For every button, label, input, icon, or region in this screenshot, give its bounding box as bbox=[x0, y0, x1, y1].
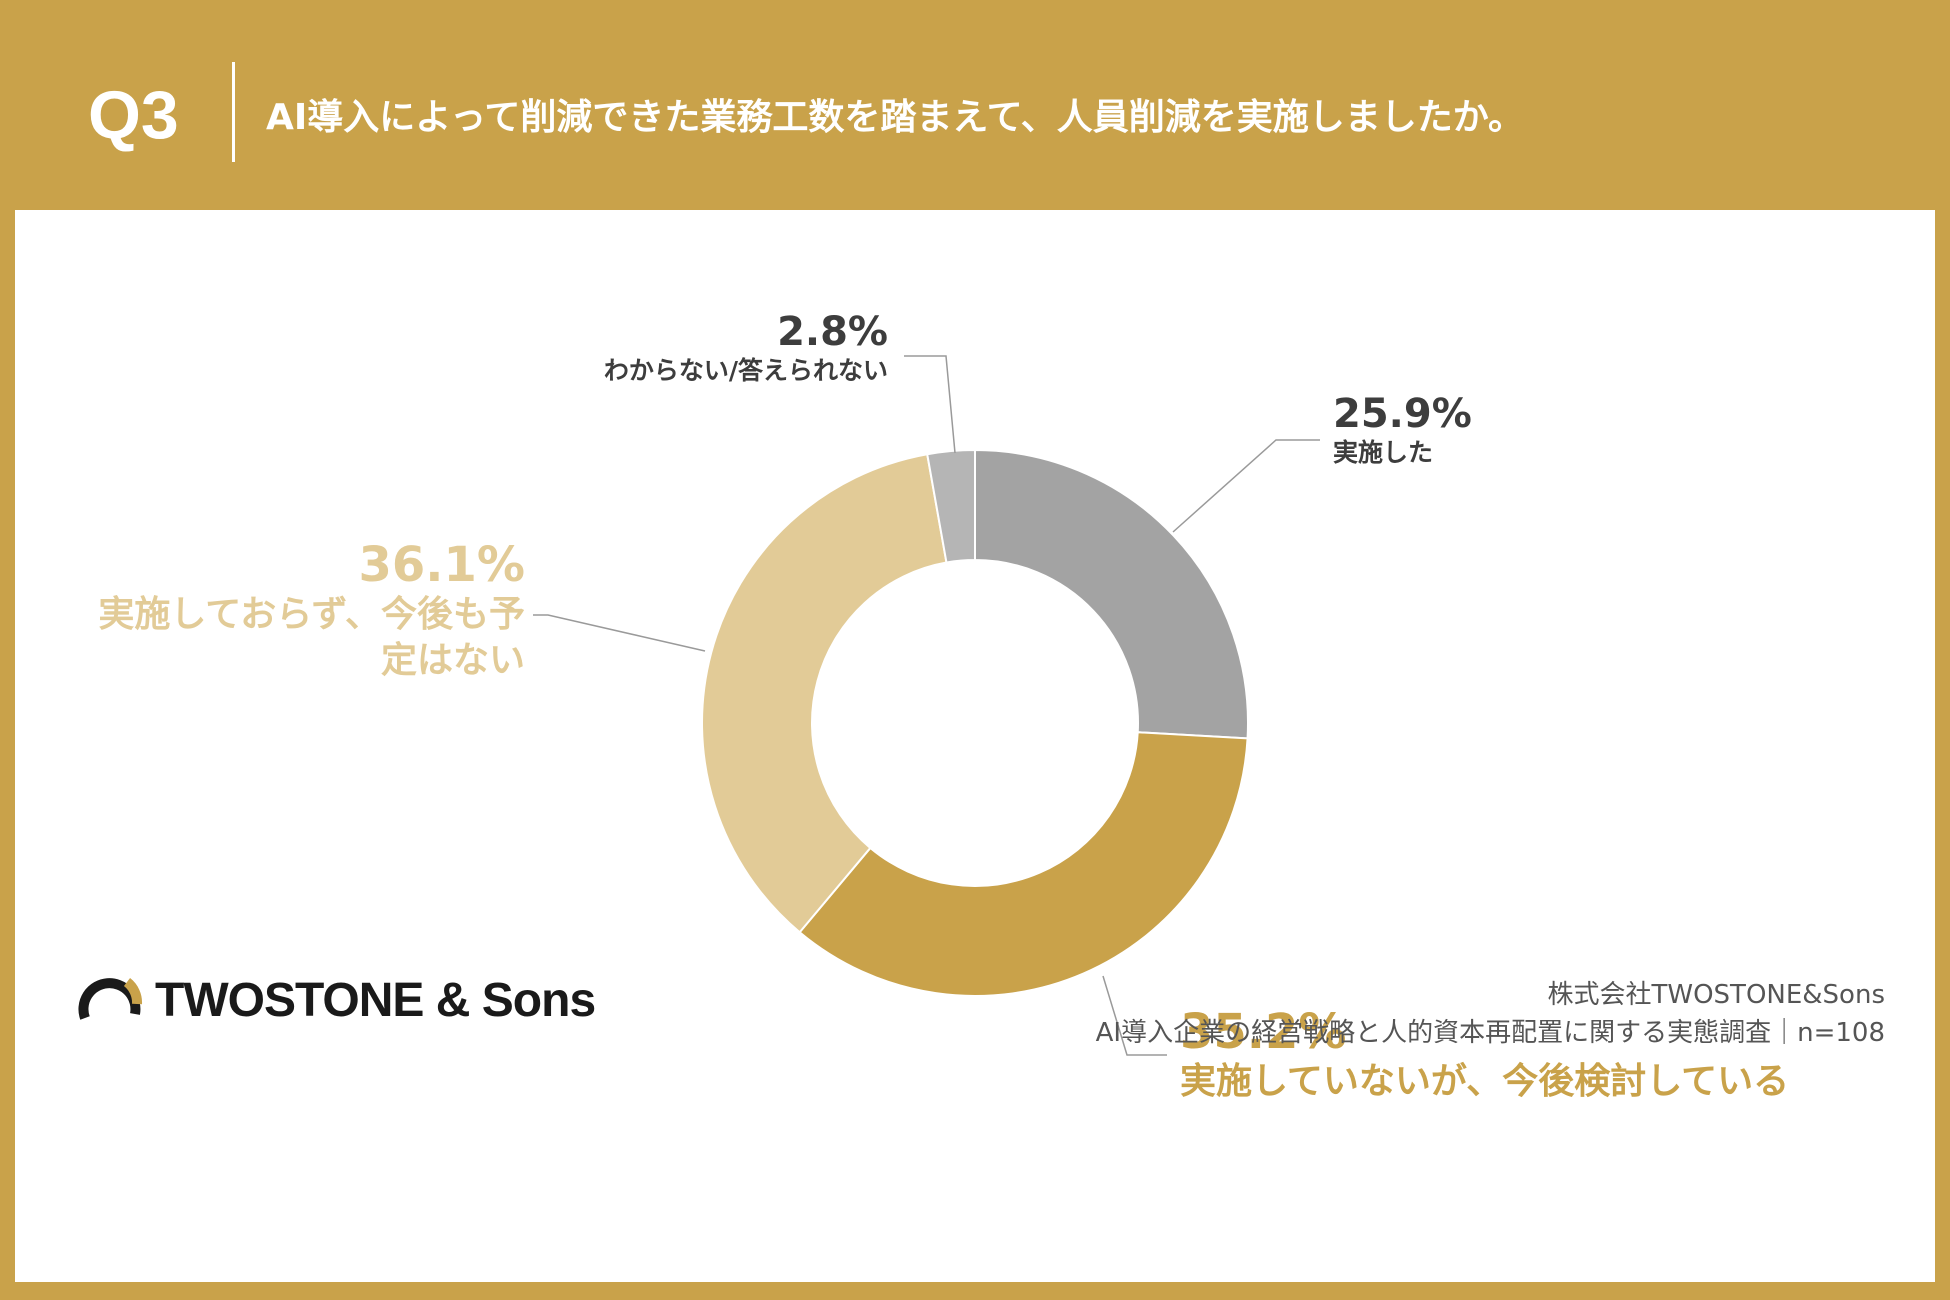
slice-label-considering: 35.2% 実施していないが、今後検討している bbox=[1180, 1005, 1789, 1105]
value-label-no-plan: 36.1% bbox=[358, 537, 525, 593]
header-divider bbox=[232, 62, 235, 162]
category-label-no-plan: 実施しておらず、今後も予定はない bbox=[98, 594, 525, 681]
slice-label-no-plan: 36.1% 実施しておらず、今後も予定はない bbox=[55, 538, 525, 684]
header-bar: Q3 AI導入によって削減できた業務工数を踏まえて、人員削減を実施しましたか。 bbox=[0, 0, 1950, 210]
chart-panel: 2.8% わからない/答えられない 25.9% 実施した 36.1% 実施してお… bbox=[15, 210, 1935, 1282]
leader-implemented bbox=[1172, 439, 1320, 533]
slice-label-unknown: 2.8% わからない/答えられない bbox=[543, 308, 888, 386]
value-label-considering: 35.2% bbox=[1180, 1004, 1347, 1060]
value-label-unknown: 2.8% bbox=[777, 309, 888, 355]
category-label-implemented: 実施した bbox=[1333, 438, 1434, 467]
donut-chart bbox=[533, 355, 1320, 1056]
slice-label-implemented: 25.9% 実施した bbox=[1333, 390, 1472, 468]
footer-company: 株式会社TWOSTONE&Sons bbox=[1547, 980, 1886, 1010]
slice-no-plan bbox=[701, 453, 948, 934]
footer-source: 株式会社TWOSTONE&Sons AI導入企業の経営戦略と人的資本再配置に関す… bbox=[1096, 976, 1885, 1052]
logo-text: TWOSTONE & Sons bbox=[155, 974, 596, 1027]
slice-unknown bbox=[926, 448, 976, 564]
question-title: AI導入によって削減できた業務工数を踏まえて、人員削減を実施しましたか。 bbox=[266, 97, 1525, 138]
leader-considering bbox=[1102, 975, 1167, 1056]
slice-implemented bbox=[974, 448, 1249, 740]
leader-unknown bbox=[904, 355, 956, 454]
category-label-unknown: わからない/答えられない bbox=[603, 356, 888, 385]
leader-no-plan bbox=[533, 614, 706, 652]
value-label-implemented: 25.9% bbox=[1333, 391, 1472, 437]
slice-considering bbox=[798, 731, 1249, 997]
footer-survey: AI導入企業の経営戦略と人的資本再配置に関する実態調査｜n=108 bbox=[1095, 1018, 1885, 1048]
ring-logo-icon bbox=[78, 978, 142, 1020]
question-number: Q3 bbox=[88, 77, 179, 153]
category-label-considering: 実施していないが、今後検討している bbox=[1180, 1061, 1790, 1102]
